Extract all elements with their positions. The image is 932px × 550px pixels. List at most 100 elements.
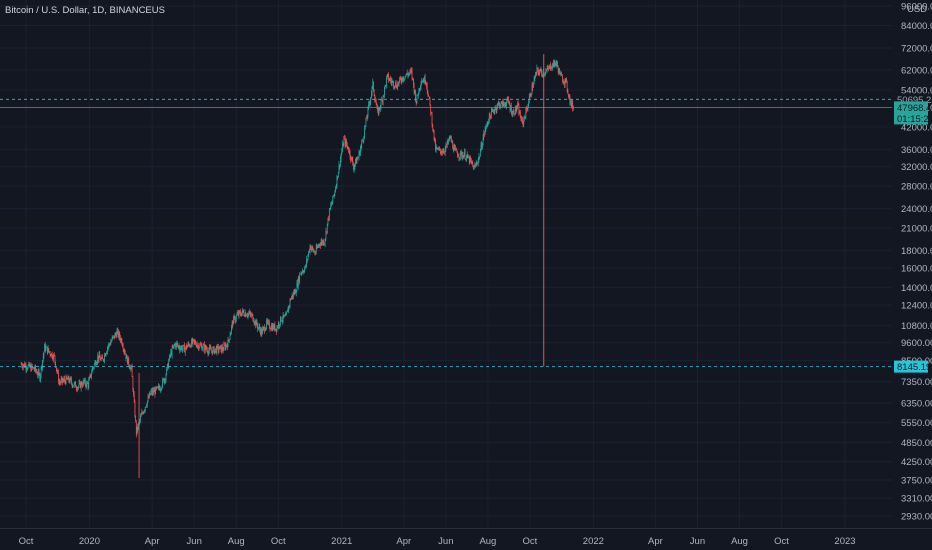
candle-body: [472, 163, 474, 166]
candle-body: [516, 107, 518, 111]
candle-body: [211, 350, 213, 354]
candle-body: [260, 329, 262, 334]
candle-body: [381, 99, 383, 101]
candle-body: [196, 345, 198, 347]
candle-body: [310, 245, 312, 250]
candle-body: [402, 77, 403, 82]
candle-body: [40, 366, 42, 375]
candle-body: [182, 348, 183, 351]
candle-body: [411, 70, 413, 78]
candle-body: [315, 246, 317, 253]
candle-body: [395, 82, 397, 88]
candle-body: [142, 412, 144, 414]
candle-body: [113, 335, 115, 339]
candle-body: [448, 136, 450, 140]
candle-body: [254, 320, 256, 323]
candle-body: [185, 345, 187, 349]
candle-body: [352, 159, 354, 165]
candle-body: [149, 393, 151, 395]
candle-body: [64, 380, 66, 384]
candle-body: [345, 141, 347, 146]
candle-body: [281, 321, 283, 322]
candle-body: [241, 312, 243, 316]
candle-body: [559, 68, 560, 75]
candle-body: [473, 166, 475, 170]
candle-body: [98, 355, 99, 360]
candle-body: [235, 315, 237, 320]
candle-body: [533, 79, 535, 85]
candle-body: [544, 73, 546, 75]
candle-body: [488, 121, 489, 123]
candle-body: [84, 379, 86, 385]
candle-body: [284, 315, 286, 317]
candle-body: [261, 329, 263, 335]
candle-body: [367, 107, 369, 116]
y-tick-label: 54000.00: [901, 86, 932, 97]
candle-body: [102, 356, 103, 360]
candle-body: [444, 152, 445, 153]
candle-body: [572, 102, 574, 109]
candle-body: [553, 63, 554, 67]
candle-body: [200, 344, 201, 346]
candle-body: [176, 343, 178, 345]
candle-body: [476, 163, 478, 164]
candle-body: [149, 393, 150, 398]
candle-body: [351, 157, 352, 161]
candle-body: [160, 389, 161, 391]
candle-body: [22, 365, 24, 368]
candle-body: [431, 113, 433, 126]
candle-body: [504, 103, 506, 106]
candle-body: [97, 355, 99, 362]
candle-body: [216, 345, 218, 353]
candle-body: [539, 71, 540, 74]
candle-body: [62, 377, 63, 382]
candle-body: [25, 365, 27, 370]
candle-body: [453, 148, 454, 151]
candle-body: [209, 347, 210, 351]
candle-body: [210, 348, 212, 351]
candle-body: [122, 344, 123, 347]
candle-body: [237, 312, 239, 316]
candle-body: [467, 154, 469, 159]
candle-body: [193, 339, 194, 341]
candle-body: [338, 164, 340, 173]
candle-body: [502, 101, 504, 108]
candle-body: [47, 348, 49, 354]
candle-body: [288, 305, 290, 307]
candle-body: [93, 367, 94, 369]
candle-body: [23, 363, 25, 366]
y-tick-label: 6350.00: [901, 398, 932, 409]
candle-body: [117, 330, 119, 331]
candle-body: [133, 394, 135, 402]
candle-body: [311, 246, 313, 249]
candle-body: [520, 117, 522, 121]
candle-body: [503, 101, 505, 105]
candle-body: [233, 316, 235, 318]
candle-body: [184, 348, 186, 353]
y-tick-label: 36000.00: [901, 145, 932, 156]
x-tick-label: Apr: [648, 536, 663, 547]
countdown-badge-bg: [894, 112, 928, 125]
candle-body: [415, 91, 416, 101]
candle-body: [359, 151, 361, 155]
candle-body: [515, 106, 517, 111]
candle-body: [291, 294, 293, 298]
candle-body: [454, 147, 456, 149]
candle-body: [38, 371, 40, 374]
candle-body: [477, 163, 478, 165]
candle-body: [445, 144, 447, 149]
candle-body: [315, 252, 316, 255]
candle-body: [190, 345, 192, 348]
candle-body: [519, 111, 521, 118]
candle-body: [252, 314, 254, 321]
candle-body: [455, 149, 457, 151]
candle-body: [76, 388, 78, 390]
candle-body: [324, 243, 325, 245]
candle-body: [33, 367, 34, 370]
candle-body: [457, 155, 459, 157]
candle-body: [182, 345, 184, 349]
candle-body: [468, 156, 470, 163]
candle-body: [535, 73, 537, 75]
candle-body: [306, 259, 307, 266]
